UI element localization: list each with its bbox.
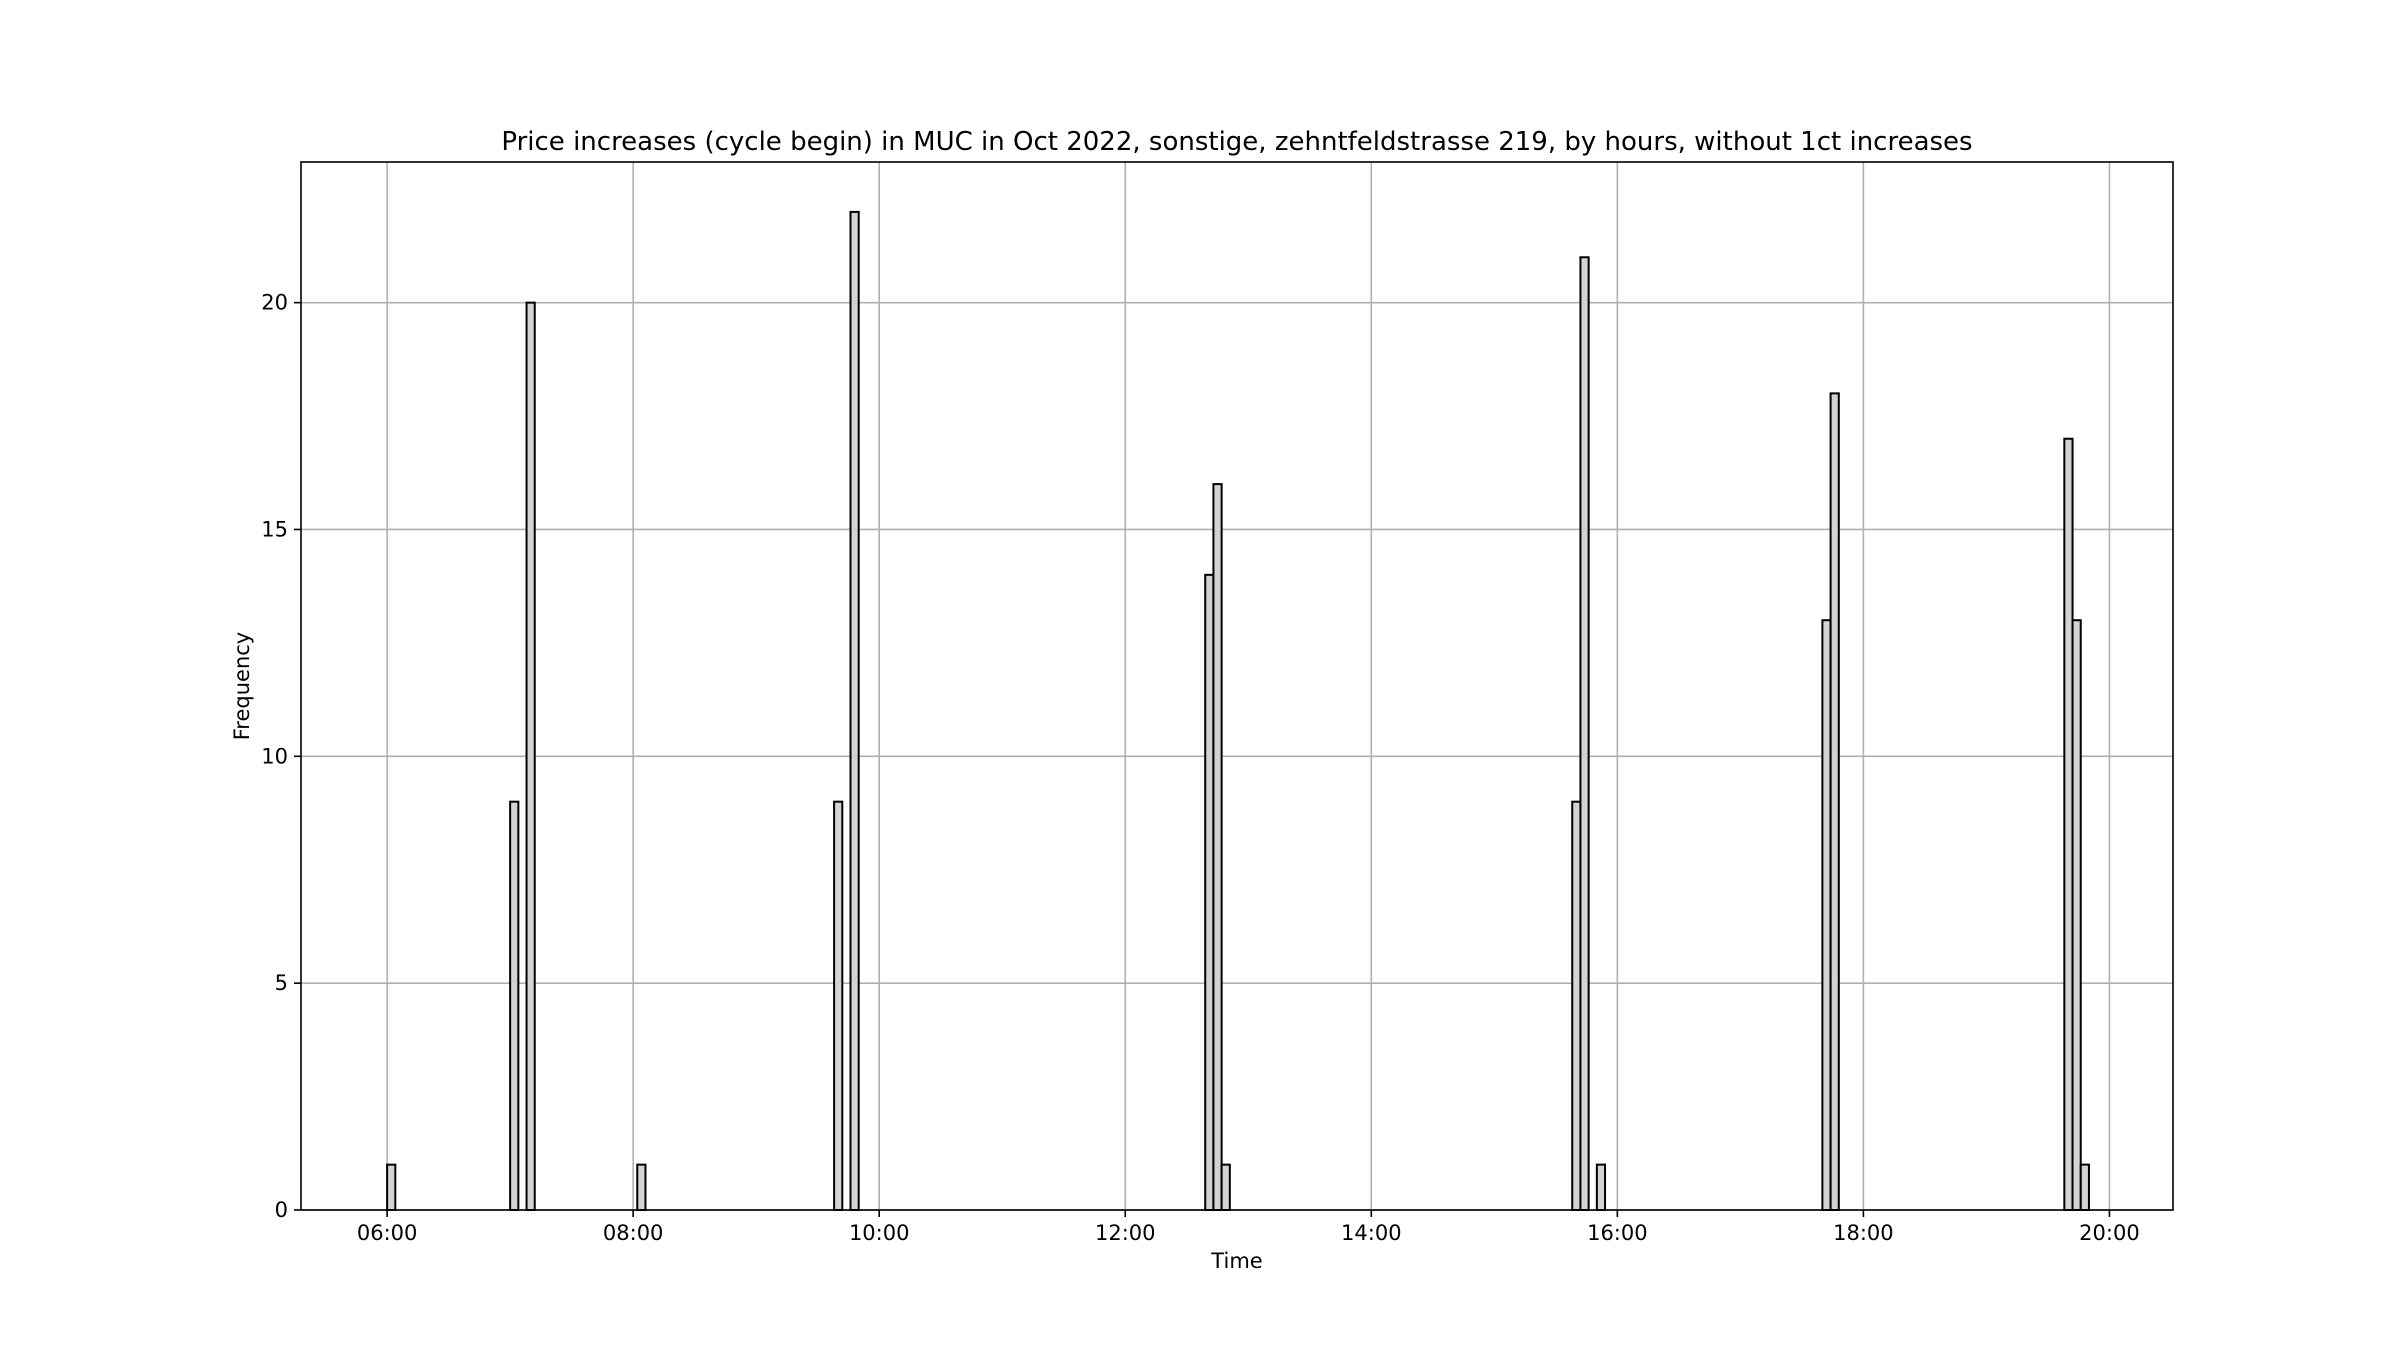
- y-tick-label: 10: [261, 744, 288, 768]
- x-tick-label: 18:00: [1833, 1221, 1894, 1245]
- x-tick-label: 14:00: [1341, 1221, 1402, 1245]
- histogram-bar: [1595, 1163, 1607, 1212]
- grid-lines: [301, 162, 2173, 1211]
- chart-title: Price increases (cycle begin) in MUC in …: [501, 127, 1972, 157]
- x-tick-label: 12:00: [1095, 1221, 1156, 1245]
- y-tick-label: 5: [275, 971, 288, 995]
- histogram-bar: [525, 301, 536, 1211]
- histogram-bar: [2063, 437, 2074, 1212]
- plot-area-frame: [300, 161, 2174, 1211]
- histogram-bar: [2071, 619, 2082, 1211]
- x-tick-label: 20:00: [2079, 1221, 2140, 1245]
- x-tick-label: 10:00: [849, 1221, 910, 1245]
- histogram-bar: [1220, 1163, 1231, 1212]
- y-tick-label: 15: [261, 517, 288, 541]
- histogram-bar: [1212, 483, 1223, 1211]
- x-tick-label: 16:00: [1587, 1221, 1648, 1245]
- histogram-bar: [509, 800, 520, 1211]
- histogram-bar: [2079, 1163, 2090, 1212]
- x-axis-label: Time: [1210, 1249, 1262, 1273]
- histogram-bar: [1571, 800, 1582, 1211]
- histogram-bar: [1204, 573, 1215, 1211]
- histogram-bar: [386, 1163, 397, 1212]
- histogram-bars: [386, 210, 2090, 1212]
- histogram-bar: [1821, 619, 1832, 1211]
- histogram-bar: [1579, 256, 1590, 1212]
- y-tick-label: 20: [261, 291, 288, 315]
- y-axis-ticks: 0 5 10 15 20: [261, 291, 301, 1222]
- x-tick-label: 08:00: [603, 1221, 664, 1245]
- y-axis-label: Frequency: [230, 632, 254, 741]
- histogram-bar: [636, 1163, 647, 1212]
- x-axis-ticks: 06:00 08:00 10:00 12:00 14:00 16:00 18:00 20:00: [357, 1210, 2140, 1245]
- y-tick-label: 0: [275, 1198, 288, 1222]
- x-tick-label: 06:00: [357, 1221, 418, 1245]
- histogram-bar: [833, 800, 844, 1211]
- histogram-bar: [849, 210, 860, 1211]
- histogram-bar: [1829, 392, 1840, 1211]
